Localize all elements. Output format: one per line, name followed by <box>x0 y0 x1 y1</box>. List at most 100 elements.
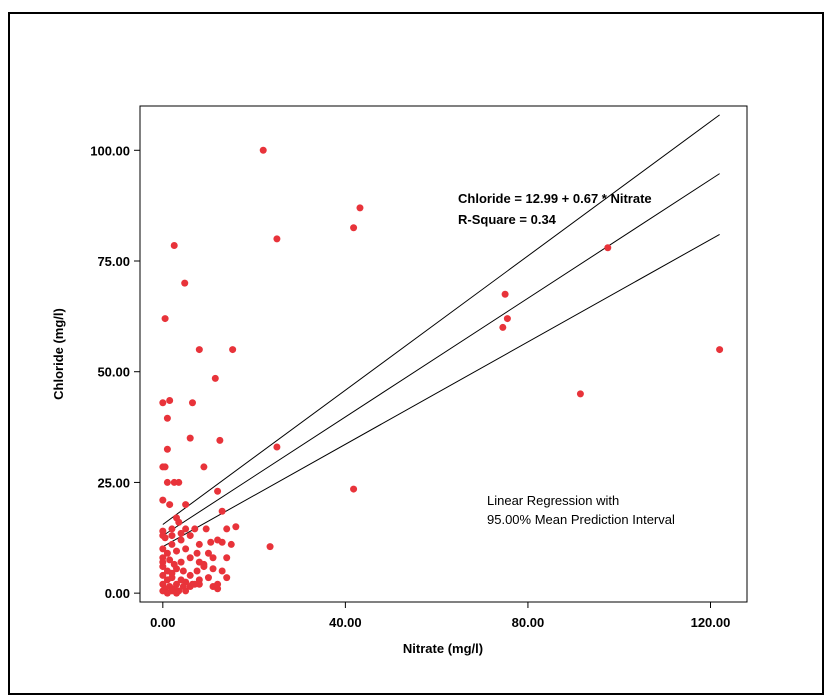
r-square-label: R-Square = 0.34 <box>458 212 557 227</box>
data-point <box>161 315 169 323</box>
data-point <box>182 525 190 533</box>
data-point <box>191 525 199 533</box>
regression-equation: Chloride = 12.99 + 0.67 * Nitrate <box>458 191 652 206</box>
data-point <box>200 463 208 471</box>
data-point <box>163 549 171 557</box>
data-point <box>186 532 194 540</box>
data-point <box>350 224 358 232</box>
lower-interval-line <box>162 233 720 548</box>
data-point <box>177 529 185 537</box>
data-point <box>166 556 174 564</box>
data-point <box>499 323 507 331</box>
data-point <box>161 463 169 471</box>
x-axis-title: Nitrate (mg/l) <box>403 641 483 656</box>
data-point <box>159 558 167 566</box>
y-tick-label: 0.00 <box>105 586 130 601</box>
data-points <box>159 146 724 597</box>
data-point <box>163 445 171 453</box>
upper-interval-line <box>162 114 720 525</box>
data-point <box>182 545 190 553</box>
data-point <box>177 536 185 544</box>
data-point <box>207 538 215 546</box>
data-point <box>216 436 224 444</box>
data-point <box>168 574 176 582</box>
data-point <box>604 244 612 252</box>
data-point <box>193 549 201 557</box>
data-point <box>166 501 174 509</box>
data-point <box>168 532 176 540</box>
data-point <box>204 574 212 582</box>
data-point <box>170 242 178 249</box>
data-point <box>159 545 167 553</box>
data-point <box>273 235 281 243</box>
data-point <box>163 478 171 486</box>
data-point <box>209 554 217 562</box>
data-point <box>218 567 226 575</box>
regression-lines <box>162 114 720 548</box>
data-point <box>266 543 274 551</box>
data-point <box>218 538 226 546</box>
data-point <box>200 560 208 568</box>
data-point <box>161 534 169 542</box>
data-point <box>356 204 364 212</box>
x-tick-label: 80.00 <box>512 615 545 630</box>
x-tick-label: 0.00 <box>150 615 175 630</box>
data-point <box>166 397 174 404</box>
data-point <box>173 589 181 597</box>
data-point <box>218 507 226 515</box>
data-point <box>350 485 358 493</box>
data-point <box>173 565 181 573</box>
data-point <box>186 434 194 442</box>
data-point <box>173 547 181 555</box>
data-point <box>259 146 267 154</box>
plot-area <box>139 105 748 603</box>
data-point <box>229 346 237 354</box>
regression-line <box>162 173 720 537</box>
data-point <box>179 567 187 575</box>
data-point <box>273 443 281 451</box>
data-point <box>202 525 210 533</box>
y-tick-label: 50.00 <box>97 365 130 380</box>
data-point <box>193 567 201 575</box>
data-point <box>181 279 189 287</box>
data-point <box>159 496 167 504</box>
data-point <box>159 571 167 579</box>
data-point <box>214 487 222 495</box>
data-point <box>232 523 240 531</box>
data-point <box>175 478 183 486</box>
data-point <box>209 565 217 573</box>
data-point <box>195 540 203 548</box>
y-axis-title: Chloride (mg/l) <box>51 308 66 400</box>
data-point <box>177 558 185 566</box>
annotation-line-1: Linear Regression with <box>487 493 619 508</box>
data-point <box>188 399 196 407</box>
data-point <box>214 585 222 593</box>
data-point <box>186 554 194 562</box>
chart-frame <box>8 12 824 695</box>
data-point <box>223 574 231 582</box>
data-point <box>503 315 511 323</box>
data-point <box>195 346 203 354</box>
data-point <box>191 580 199 588</box>
y-tick-label: 100.00 <box>90 143 130 158</box>
data-point <box>211 374 219 382</box>
x-axis-ticks: 0.00 40.00 80.00 120.00 <box>150 602 730 630</box>
y-axis-ticks: 0.00 25.00 50.00 75.00 100.00 <box>90 143 140 601</box>
data-point <box>186 571 194 579</box>
data-point <box>168 540 176 548</box>
y-tick-label: 25.00 <box>97 475 130 490</box>
data-point <box>163 414 171 422</box>
data-point <box>716 346 724 354</box>
y-tick-label: 75.00 <box>97 254 130 269</box>
data-point <box>227 540 235 548</box>
data-point <box>168 525 176 533</box>
data-point <box>182 587 190 595</box>
data-point <box>223 525 231 533</box>
annotation-line-2: 95.00% Mean Prediction Interval <box>487 512 675 527</box>
x-tick-label: 120.00 <box>691 615 731 630</box>
data-point <box>182 501 190 509</box>
data-point <box>175 518 183 526</box>
data-point <box>204 549 212 557</box>
data-point <box>501 290 509 298</box>
